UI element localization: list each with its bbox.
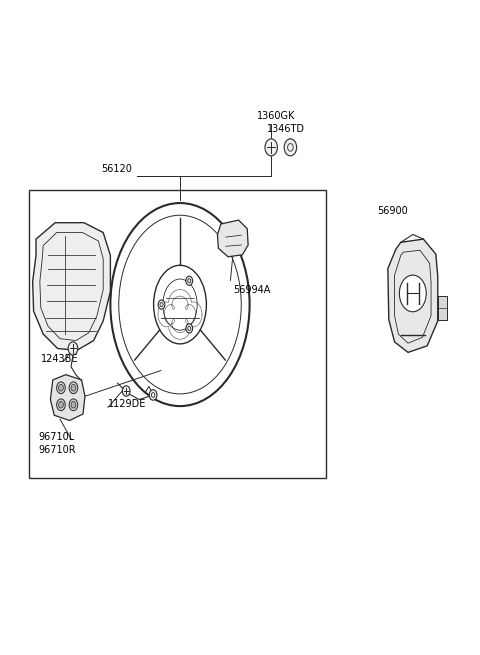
Circle shape xyxy=(149,390,157,400)
Circle shape xyxy=(188,278,191,283)
Circle shape xyxy=(57,382,65,394)
Circle shape xyxy=(186,324,192,333)
Circle shape xyxy=(288,143,293,151)
Polygon shape xyxy=(388,239,438,352)
Text: 1346TD: 1346TD xyxy=(267,124,305,134)
Circle shape xyxy=(151,392,155,398)
Circle shape xyxy=(186,276,192,286)
Circle shape xyxy=(284,139,297,156)
Bar xyxy=(438,296,447,320)
Circle shape xyxy=(69,399,78,411)
Circle shape xyxy=(158,300,165,309)
Bar xyxy=(29,190,326,478)
Text: 1243BE: 1243BE xyxy=(41,354,78,364)
Circle shape xyxy=(71,402,76,408)
Text: 1129DE: 1129DE xyxy=(108,400,146,409)
Text: 56994A: 56994A xyxy=(233,285,270,295)
Circle shape xyxy=(57,399,65,411)
Polygon shape xyxy=(217,220,248,257)
Polygon shape xyxy=(33,223,110,350)
Circle shape xyxy=(71,384,76,391)
Circle shape xyxy=(59,402,63,408)
Circle shape xyxy=(265,139,277,156)
Circle shape xyxy=(69,382,78,394)
Circle shape xyxy=(160,303,163,307)
Circle shape xyxy=(68,342,78,355)
Circle shape xyxy=(399,275,426,312)
Polygon shape xyxy=(50,375,85,421)
Text: 96710L: 96710L xyxy=(38,432,75,442)
Circle shape xyxy=(188,326,191,331)
Circle shape xyxy=(122,386,130,396)
Text: 56120: 56120 xyxy=(101,164,132,174)
Text: 56900: 56900 xyxy=(377,206,408,216)
Text: 1360GK: 1360GK xyxy=(257,111,295,121)
Text: 96710R: 96710R xyxy=(38,445,76,455)
Circle shape xyxy=(59,384,63,391)
